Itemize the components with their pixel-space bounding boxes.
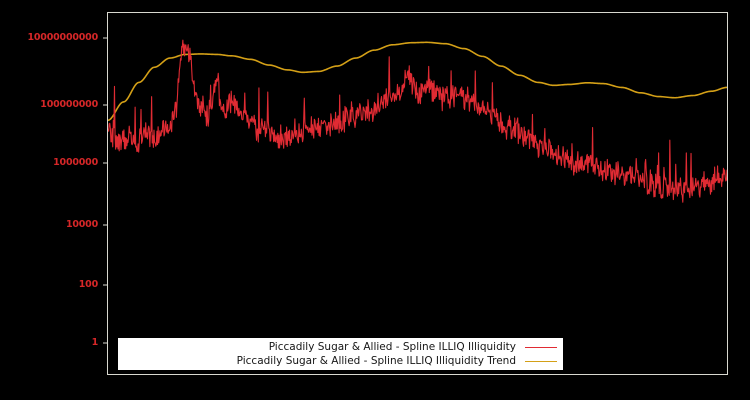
y-axis-tick-mark	[103, 104, 107, 106]
trend-series-group	[108, 41, 727, 122]
y-axis-tick-mark	[103, 284, 107, 286]
legend-color-swatch	[525, 356, 557, 366]
y-axis-tick-label: 100	[78, 279, 98, 290]
y-axis-tick-label: 1000000	[53, 157, 98, 168]
legend-entry[interactable]: Piccadily Sugar & Allied - Spline ILLIQ …	[118, 354, 563, 368]
chart-canvas	[108, 39, 727, 203]
chart-legend: Piccadily Sugar & Allied - Spline ILLIQ …	[118, 338, 563, 370]
y-axis-tick-label: 100000000	[40, 99, 98, 110]
y-axis-tick-label: 10000	[65, 219, 98, 230]
illiquidity-line	[108, 39, 727, 203]
y-axis-tick-mark	[103, 342, 107, 344]
y-axis-tick-label: 1	[91, 337, 99, 348]
legend-entry-label: Piccadily Sugar & Allied - Spline ILLIQ …	[268, 341, 516, 353]
trend-line	[108, 41, 727, 122]
y-axis-tick-mark	[103, 37, 107, 39]
y-axis-tick-mark	[103, 224, 107, 226]
y-axis-tick-label: 10000000000	[27, 32, 98, 43]
y-axis-tick-mark	[103, 162, 107, 164]
legend-entry[interactable]: Piccadily Sugar & Allied - Spline ILLIQ …	[118, 340, 563, 354]
legend-color-swatch	[525, 342, 557, 352]
y-axis: 10000000000 100000000 1000000 10000 100 1	[0, 0, 107, 400]
illiquidity-series-group	[108, 39, 727, 203]
plot-area	[107, 12, 728, 375]
legend-entry-label: Piccadily Sugar & Allied - Spline ILLIQ …	[236, 355, 516, 367]
